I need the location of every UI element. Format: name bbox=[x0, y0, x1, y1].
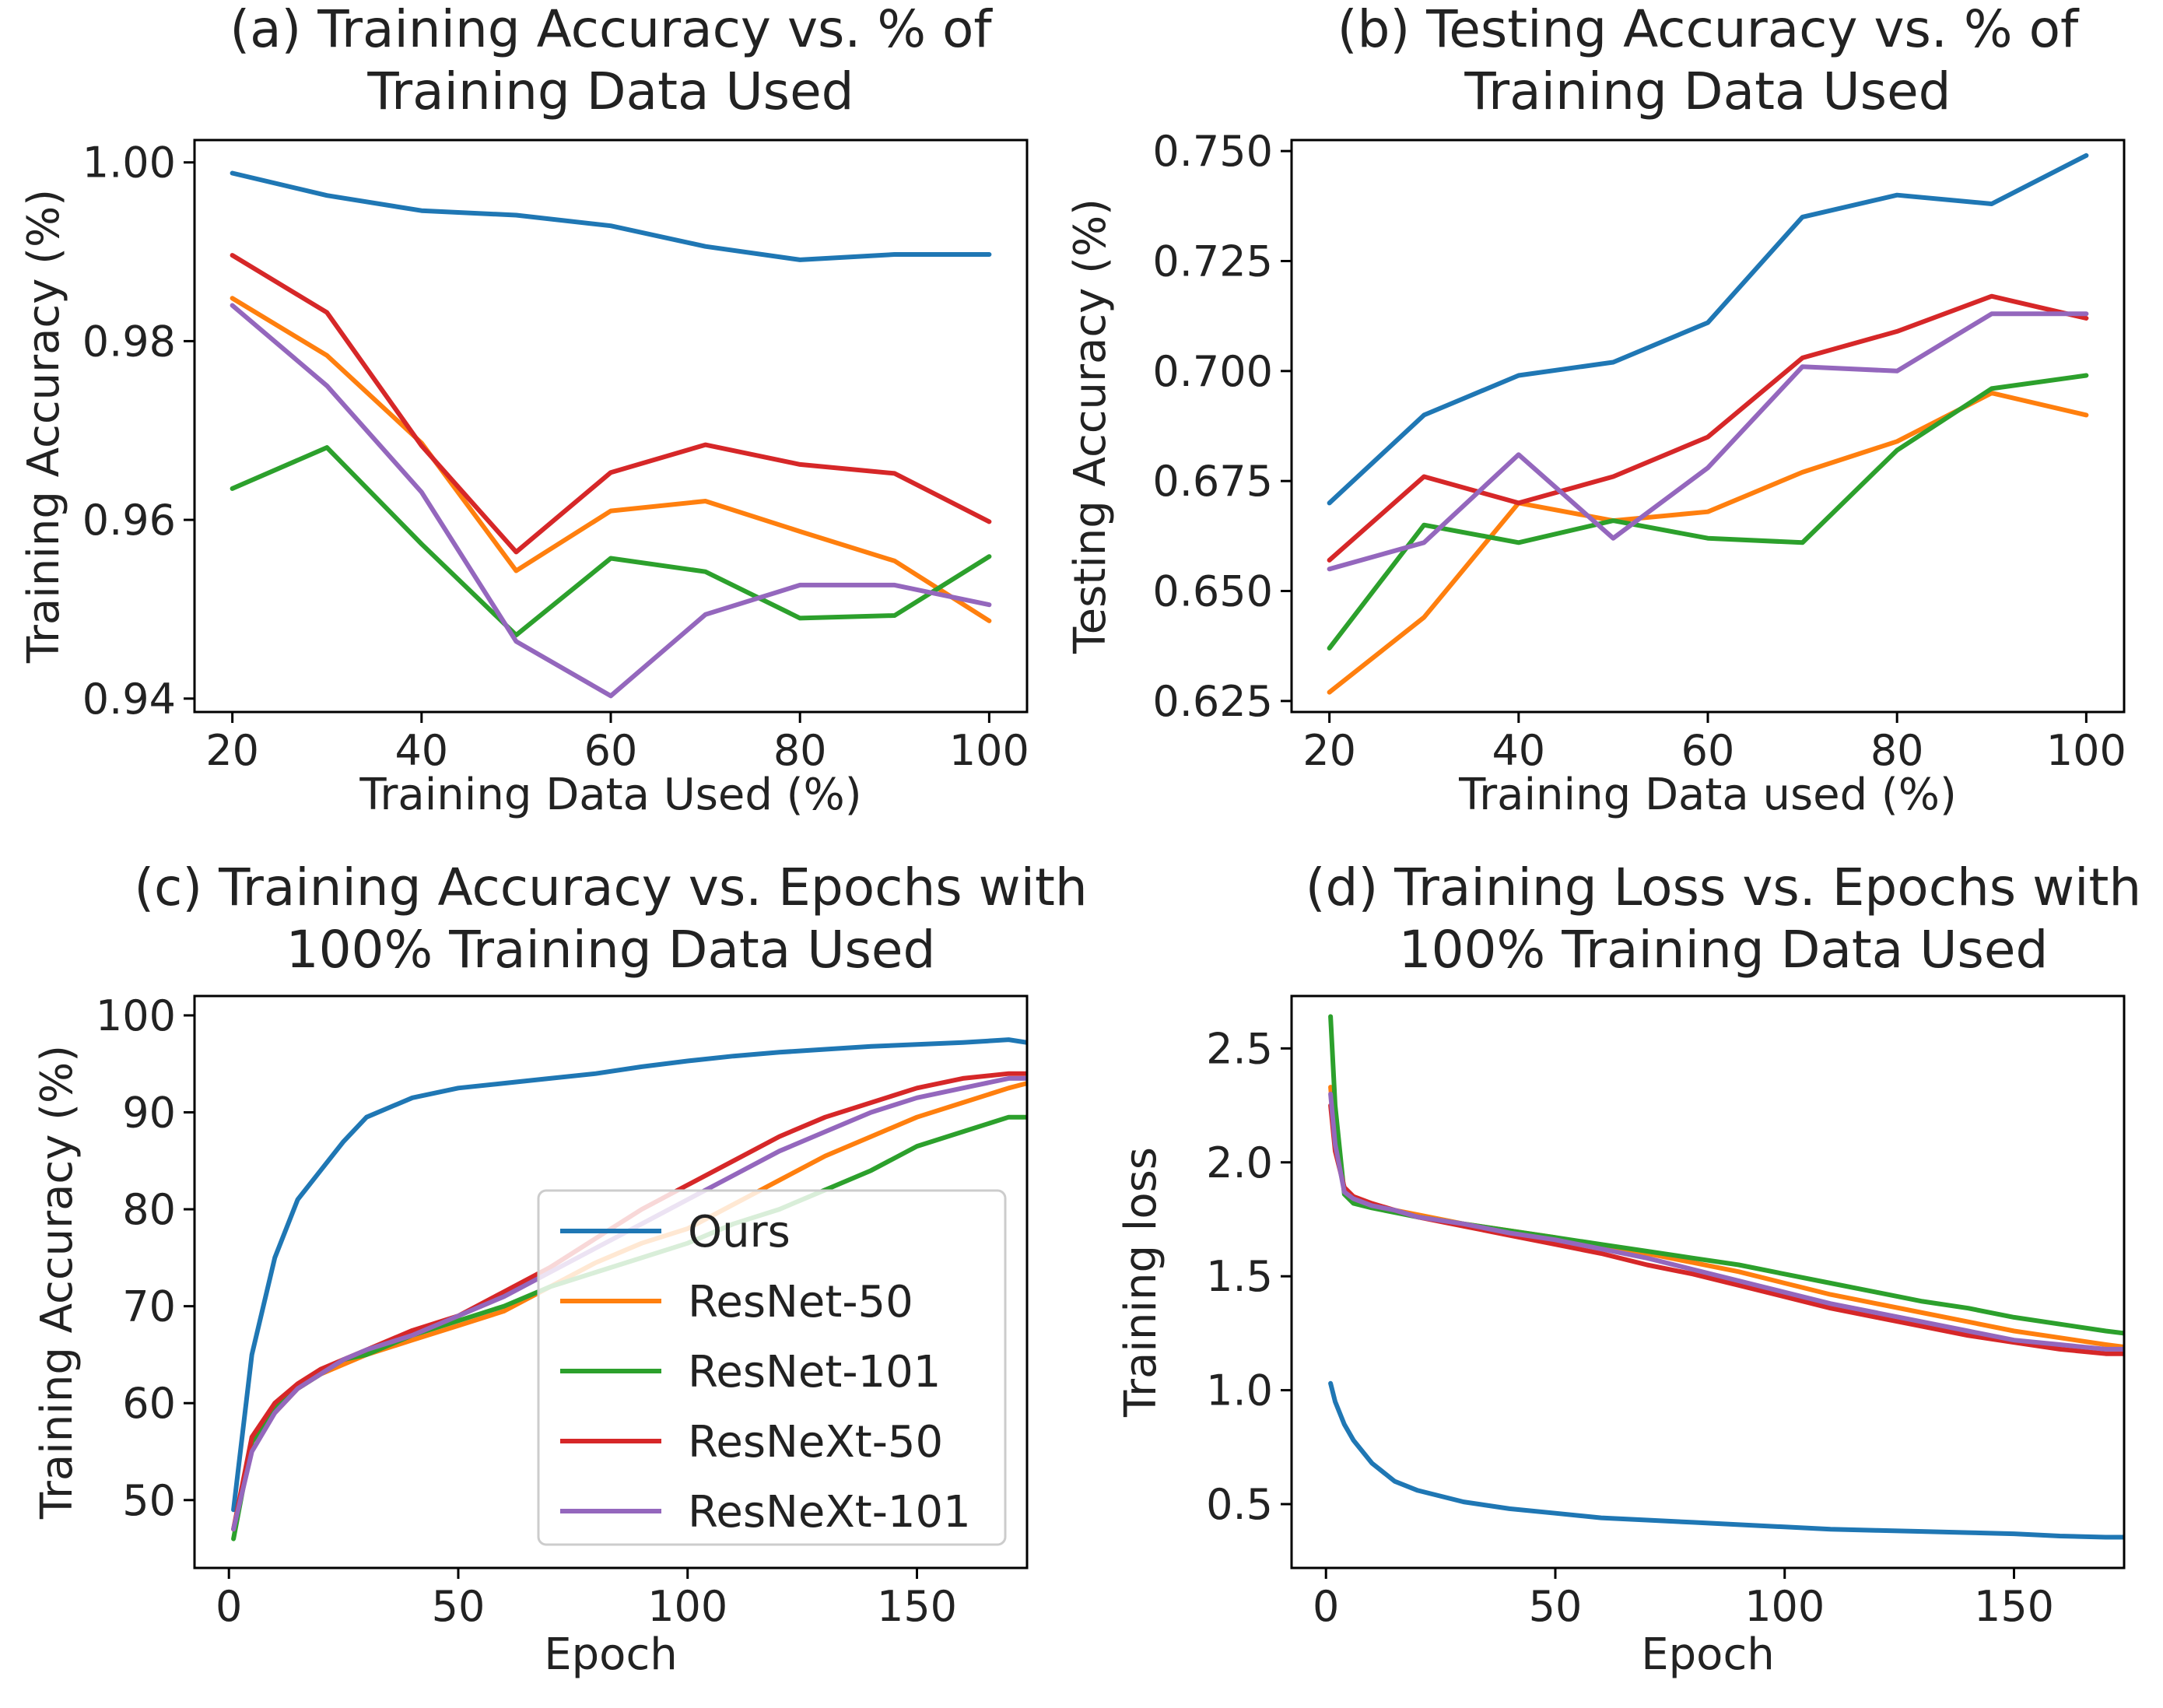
y-axis-label: Training Accuracy (%) bbox=[19, 189, 69, 664]
series-line-resnext-50 bbox=[230, 253, 992, 555]
series-line-resnet-50 bbox=[230, 296, 992, 623]
axes-frame bbox=[1290, 994, 2126, 1569]
chart-title-line2: 100% Training Data Used bbox=[286, 920, 936, 980]
y-tick-label: 0.725 bbox=[1152, 237, 1273, 286]
x-axis-label: Epoch bbox=[1641, 1629, 1774, 1680]
y-tick-label: 0.625 bbox=[1152, 677, 1273, 726]
legend-label: ResNet-50 bbox=[688, 1277, 913, 1327]
legend-label: ResNeXt-50 bbox=[688, 1417, 943, 1468]
y-tick-label: 60 bbox=[122, 1379, 176, 1428]
y-tick-label: 2.0 bbox=[1206, 1138, 1273, 1187]
y-tick-label: 0.94 bbox=[82, 675, 176, 724]
series-line-resnet-101 bbox=[230, 445, 992, 638]
x-axis-label: Training Data Used (%) bbox=[359, 770, 861, 820]
x-tick-label: 20 bbox=[1302, 726, 1356, 775]
y-tick-label: 1.00 bbox=[82, 139, 176, 188]
x-tick-label: 100 bbox=[949, 726, 1029, 775]
x-tick-label: 100 bbox=[2046, 726, 2126, 775]
y-tick-label: 0.675 bbox=[1152, 457, 1273, 506]
y-tick-label: 90 bbox=[122, 1088, 176, 1137]
x-tick-label: 60 bbox=[1681, 726, 1735, 775]
x-tick-label: 60 bbox=[584, 726, 638, 775]
y-axis-label: Training loss bbox=[1116, 1147, 1166, 1418]
x-tick-label: 50 bbox=[1529, 1582, 1583, 1631]
series-group bbox=[1328, 1014, 2124, 1540]
x-axis-label: Training Data used (%) bbox=[1458, 770, 1957, 820]
x-tick-label: 80 bbox=[1870, 726, 1924, 775]
series-line-ours bbox=[230, 170, 992, 262]
series-line-resnext-101 bbox=[1327, 311, 2089, 572]
x-tick-label: 20 bbox=[205, 726, 259, 775]
x-tick-label: 150 bbox=[1974, 1582, 2054, 1631]
y-tick-label: 1.5 bbox=[1206, 1252, 1273, 1301]
x-tick-label: 0 bbox=[216, 1582, 242, 1631]
legend-box bbox=[537, 1189, 1007, 1546]
chart-panel-2: (c) Training Accuracy vs. Epochs with100… bbox=[32, 858, 1088, 1680]
series-line-ours bbox=[1327, 153, 2089, 506]
y-tick-label: 0.96 bbox=[82, 496, 176, 545]
series-line-resnet-50 bbox=[1328, 1085, 2124, 1349]
legend-label: ResNeXt-101 bbox=[688, 1487, 971, 1538]
chart-title-line2: Training Data Used bbox=[1464, 61, 1951, 121]
series-line-ours bbox=[231, 1037, 1027, 1513]
chart-title-line2: 100% Training Data Used bbox=[1399, 920, 2049, 980]
y-tick-label: 80 bbox=[122, 1185, 176, 1234]
series-line-resnet-101 bbox=[1328, 1014, 2124, 1336]
y-tick-label: 0.750 bbox=[1152, 127, 1273, 176]
series-line-resnext-101 bbox=[1328, 1091, 2124, 1352]
chart-title-line2: Training Data Used bbox=[366, 61, 854, 121]
x-tick-label: 0 bbox=[1313, 1582, 1339, 1631]
series-group bbox=[1327, 153, 2089, 695]
y-tick-label: 2.5 bbox=[1206, 1024, 1273, 1073]
y-tick-label: 70 bbox=[122, 1282, 176, 1331]
series-line-ours bbox=[1328, 1380, 2124, 1540]
y-tick-label: 0.700 bbox=[1152, 347, 1273, 396]
x-tick-label: 40 bbox=[1492, 726, 1545, 775]
x-tick-label: 100 bbox=[647, 1582, 727, 1631]
x-tick-label: 40 bbox=[394, 726, 448, 775]
y-tick-label: 0.5 bbox=[1206, 1480, 1273, 1529]
axes-frame bbox=[193, 994, 1029, 1569]
legend: Ours ResNet-50 ResNet-101 ResNeXt-50 ResNeXt… bbox=[537, 1189, 1007, 1546]
series-line-resnet-101 bbox=[1327, 373, 2089, 651]
legend-label: ResNet-101 bbox=[688, 1347, 941, 1398]
legend-label: Ours bbox=[688, 1207, 791, 1257]
y-axis-label: Testing Accuracy (%) bbox=[1065, 198, 1116, 654]
x-axis-label: Epoch bbox=[544, 1629, 677, 1680]
x-tick-label: 100 bbox=[1744, 1582, 1825, 1631]
y-tick-label: 50 bbox=[122, 1476, 176, 1525]
y-tick-label: 100 bbox=[96, 991, 176, 1040]
y-tick-label: 1.0 bbox=[1206, 1366, 1273, 1415]
y-tick-label: 0.650 bbox=[1152, 567, 1273, 616]
chart-title-line1: (d) Training Loss vs. Epochs with bbox=[1306, 858, 2141, 917]
x-tick-label: 80 bbox=[773, 726, 827, 775]
x-tick-label: 50 bbox=[432, 1582, 486, 1631]
y-tick-label: 0.98 bbox=[82, 317, 176, 366]
chart-title-line1: (a) Training Accuracy vs. % of bbox=[230, 0, 993, 59]
y-axis-label: Training Accuracy (%) bbox=[32, 1045, 82, 1520]
series-line-resnext-50 bbox=[1327, 293, 2089, 563]
chart-title-line1: (b) Testing Accuracy vs. % of bbox=[1337, 0, 2080, 59]
series-group bbox=[230, 170, 992, 699]
x-tick-label: 150 bbox=[877, 1582, 957, 1631]
chart-title-line1: (c) Training Accuracy vs. Epochs with bbox=[134, 858, 1087, 917]
series-line-resnext-101 bbox=[230, 303, 992, 699]
